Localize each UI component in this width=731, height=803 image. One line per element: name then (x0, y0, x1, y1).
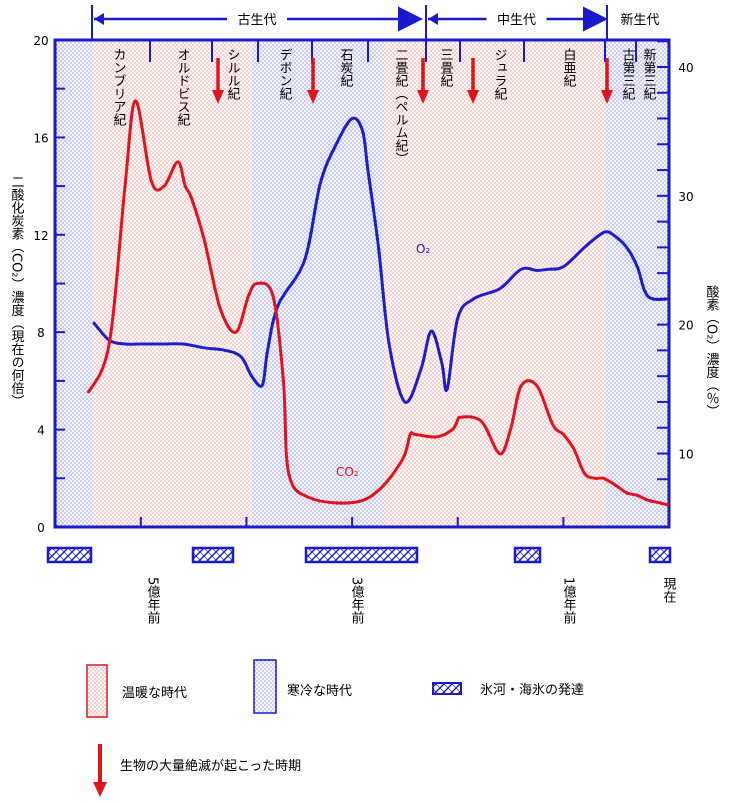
period-label: カンブリア紀 (111, 48, 127, 126)
era-header: 新生代 (606, 5, 670, 40)
warm-period-band (93, 40, 252, 527)
legend: 温暖な時代 寒冷な時代 氷河・海氷の発達 生物の大量絶滅が起こった時期 (86, 659, 584, 797)
right-axis-tick-label: 30 (678, 190, 693, 204)
right-axis-tick-label: 10 (678, 447, 693, 461)
era-label-bg (227, 9, 287, 29)
left-axis-tick-label: 8 (37, 326, 45, 340)
era-label: 古生代 (237, 13, 276, 28)
ice-age-bar (191, 546, 235, 564)
era-arrowhead (94, 13, 104, 25)
warm-period-band (383, 40, 606, 527)
era-label-bg (610, 9, 670, 29)
period-label: 白亜紀 (561, 47, 577, 87)
legend-warm-swatch (86, 664, 108, 718)
ice-age-bar (46, 546, 93, 564)
co2-series-label: CO₂ (336, 465, 359, 479)
period-label: 新第三紀 (641, 47, 657, 100)
left-axis-tick-label: 4 (37, 424, 45, 438)
extinction-arrow (601, 58, 613, 104)
o2-series-line (92, 116, 670, 404)
o2-series-label: O₂ (416, 242, 430, 256)
legend-warm-label: 温暖な時代 (122, 686, 187, 701)
extinction-arrow-head (601, 90, 613, 104)
extinction-arrow-head (212, 90, 224, 104)
era-label-bg (486, 9, 547, 29)
legend-extinction-label: 生物の大量絶滅が起こった時期 (120, 758, 301, 774)
extinction-arrow-head (417, 90, 429, 104)
left-axis-tick-label: 0 (37, 521, 45, 535)
ice-age-bar (648, 546, 672, 564)
ice-age-bar (513, 546, 542, 564)
left-axis-tick-label: 20 (33, 34, 48, 48)
period-label: 古第三紀 (620, 48, 636, 100)
period-label: 三畳紀 (438, 48, 454, 87)
period-label: デボン紀 (277, 48, 293, 100)
era-label: 中生代 (497, 13, 536, 28)
left-axis-title: 二酸化炭素（CO₂）濃度（現在の何倍） (9, 175, 25, 408)
right-axis-tick-label: 20 (678, 319, 693, 333)
extinction-arrow (307, 58, 319, 104)
extinction-arrow (212, 58, 224, 104)
legend-ice-swatch (432, 682, 462, 695)
period-label: シルル紀 (225, 48, 241, 100)
extinction-arrow-head (467, 90, 479, 104)
time-label: 3億年前 (349, 577, 365, 625)
legend-cold-label: 寒冷な時代 (287, 683, 352, 699)
legend-ice-label: 氷河・海氷の発達 (480, 683, 584, 698)
time-label: 現在 (661, 577, 677, 603)
left-axis-tick-label: 16 (33, 131, 48, 145)
legend-extinction-arrow (93, 744, 107, 797)
ice-age-bar (304, 546, 419, 564)
era-arrowhead (428, 13, 438, 25)
extinction-arrow (467, 58, 479, 104)
legend-cold-swatch (253, 659, 277, 714)
cold-period-band (605, 40, 669, 527)
time-label: 5億年前 (145, 577, 161, 625)
extinction-arrow-head (307, 90, 319, 104)
co2-series-line (86, 99, 670, 507)
extinction-arrow (417, 58, 429, 104)
period-label: 石炭紀 (338, 48, 354, 87)
period-label: オルドビス紀 (175, 48, 191, 126)
right-axis-title: 酸素（O₂）濃度（％） (704, 285, 720, 417)
period-label: ジュラ紀 (492, 48, 508, 100)
era-header: 中生代 (425, 5, 608, 40)
right-axis-tick-label: 40 (678, 61, 693, 75)
left-axis-tick-label: 12 (33, 229, 48, 243)
time-label: 1億年前 (561, 577, 577, 625)
era-label: 新生代 (620, 12, 659, 28)
era-header: 古生代 (91, 5, 423, 40)
cold-period-band (251, 40, 384, 527)
period-label: 二畳紀（ペルム紀） (393, 48, 409, 165)
